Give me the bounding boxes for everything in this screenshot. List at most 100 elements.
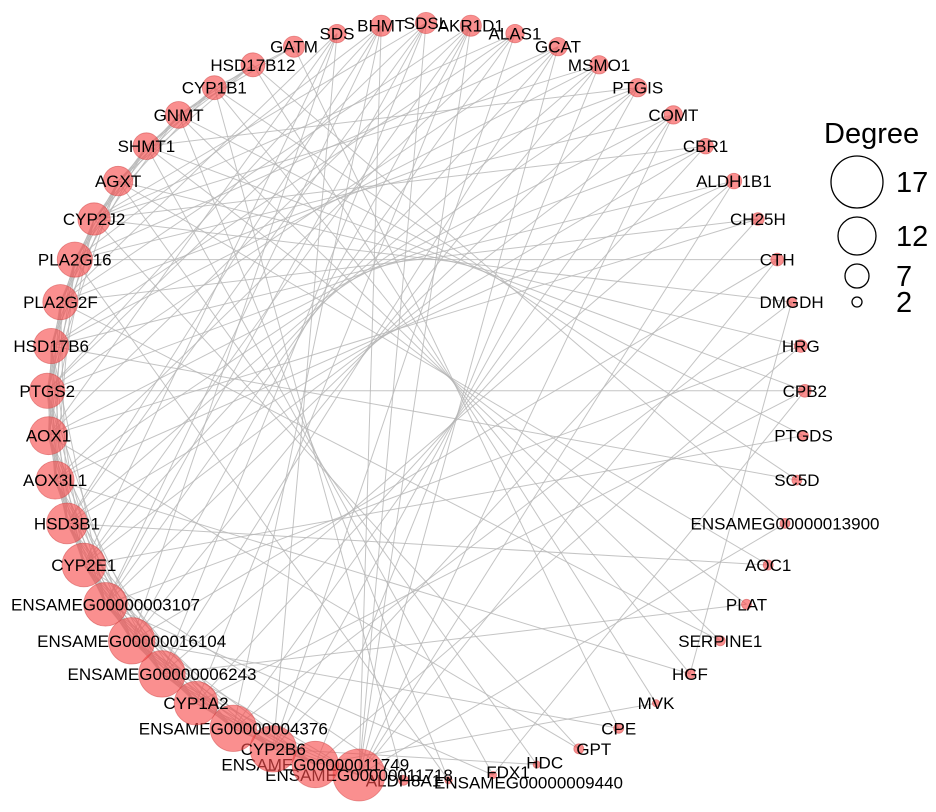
node-label-PLA2G2F: PLA2G2F <box>23 293 98 312</box>
node-label-AOX3L1: AOX3L1 <box>23 471 87 490</box>
legend-title: Degree <box>824 118 919 150</box>
node-label-PLAT: PLAT <box>726 595 767 614</box>
network-edge <box>293 46 620 729</box>
network-node-ENSAMEG00000016104 <box>108 617 156 665</box>
network-node-SDSL <box>414 11 437 35</box>
network-node-HRG <box>793 339 808 353</box>
network-edge <box>50 64 600 347</box>
legend-circle-17 <box>830 155 884 209</box>
network-edge <box>358 522 786 776</box>
node-label-CYP1A2: CYP1A2 <box>163 694 228 713</box>
network-node-HSD17B12 <box>240 52 266 78</box>
node-label-CYP1B1: CYP1B1 <box>182 79 247 98</box>
network-edge <box>161 603 747 675</box>
legend-circle-7 <box>844 263 870 289</box>
network-edge <box>195 390 806 704</box>
legend-items: 17 12 72 <box>830 155 928 319</box>
node-label-PTGS2: PTGS2 <box>19 382 75 401</box>
network-node-CBR1 <box>697 137 714 155</box>
network-edge <box>131 25 472 642</box>
node-label-HDC: HDC <box>526 754 563 773</box>
network-node-SC5D <box>791 474 803 486</box>
network-edge <box>145 145 494 776</box>
network-edge <box>93 64 600 220</box>
network-node-CPB2 <box>797 383 812 398</box>
network-edge <box>48 114 674 437</box>
network-edge <box>60 218 758 303</box>
network-node-PLAT <box>741 598 752 610</box>
network-edge <box>48 25 472 437</box>
network-edge <box>46 25 382 392</box>
network-edge <box>117 180 801 347</box>
node-label-HSD17B12: HSD17B12 <box>210 56 295 75</box>
degree-legend: Degree 17 12 72 <box>824 118 928 319</box>
node-label-AOC1: AOC1 <box>745 556 791 575</box>
node-label-HSD17B6: HSD17B6 <box>13 337 89 356</box>
network-edge <box>232 25 382 729</box>
network-node-GPT <box>573 743 585 755</box>
network-edge <box>358 180 735 776</box>
node-label-MVK: MVK <box>638 694 676 713</box>
network-edge <box>60 87 638 303</box>
network-node-AOX1 <box>29 416 68 456</box>
node-label-HGF: HGF <box>672 665 708 684</box>
network-node-DMGDH <box>786 296 797 308</box>
network-edge <box>60 33 338 303</box>
node-label-CBR1: CBR1 <box>683 137 728 156</box>
network-edge <box>48 33 338 436</box>
network-node-ALDH1B1 <box>725 172 743 190</box>
network-edge <box>146 87 638 147</box>
legend-value-7: 7 <box>896 261 912 293</box>
node-label-ENSAMEG00000004376: ENSAMEG00000004376 <box>139 719 328 738</box>
network-edge <box>161 180 735 675</box>
network-node-PTGIS <box>628 78 648 98</box>
network-node-GNMT <box>164 101 193 129</box>
node-label-BHMT: BHMT <box>357 17 405 36</box>
network-node-CH25H <box>751 212 765 226</box>
node-label-COMT: COMT <box>648 106 698 125</box>
node-label-CH25H: CH25H <box>730 210 786 229</box>
legend-circle-2 <box>851 296 863 308</box>
node-label-PTGDS: PTGDS <box>774 427 833 446</box>
network-edge <box>252 64 786 524</box>
network-edge <box>314 345 802 765</box>
network-node-BHMT <box>370 14 393 37</box>
legend-circle-12 <box>837 216 877 256</box>
network-node-AOC1 <box>762 559 774 571</box>
node-label-GNMT: GNMT <box>154 106 204 125</box>
network-edge <box>358 259 778 776</box>
network-node-COMT <box>663 105 684 125</box>
network-edge <box>105 25 382 605</box>
network-edge <box>131 640 619 729</box>
network-node-AGXT <box>102 165 134 197</box>
node-label-AKR1D1: AKR1D1 <box>438 17 504 36</box>
network-edge <box>272 33 338 749</box>
node-label-SC5D: SC5D <box>774 471 819 490</box>
network-edge <box>178 46 295 116</box>
network-edge <box>66 522 769 566</box>
node-label-SHMT1: SHMT1 <box>118 137 176 156</box>
network-node-HGF <box>684 668 696 680</box>
node-label-ALDH1B1: ALDH1B1 <box>696 172 772 191</box>
node-label-AOX1: AOX1 <box>26 427 71 446</box>
node-label-CYP2J2: CYP2J2 <box>63 210 125 229</box>
network-node-PTGS2 <box>29 372 66 409</box>
node-label-DMGDH: DMGDH <box>759 293 823 312</box>
network-edge <box>74 25 382 260</box>
node-label-MSMO1: MSMO1 <box>568 56 630 75</box>
network-node-MVK <box>652 699 661 708</box>
node-label-GCAT: GCAT <box>535 38 581 57</box>
network-edge <box>178 114 449 781</box>
network-edge <box>93 218 580 750</box>
node-label-GATM: GATM <box>270 38 318 57</box>
network-edge <box>83 33 338 566</box>
network-edge <box>83 46 559 566</box>
network-node-HDC <box>532 760 541 769</box>
legend-value-12: 12 <box>896 221 928 253</box>
network-node-ENSAMEG00000006243 <box>138 650 186 698</box>
network-edge <box>54 87 638 481</box>
node-label-ALAS1: ALAS1 <box>489 25 542 44</box>
network-edge <box>66 64 600 524</box>
network-node-ENSAMEG00000003107 <box>83 582 128 627</box>
